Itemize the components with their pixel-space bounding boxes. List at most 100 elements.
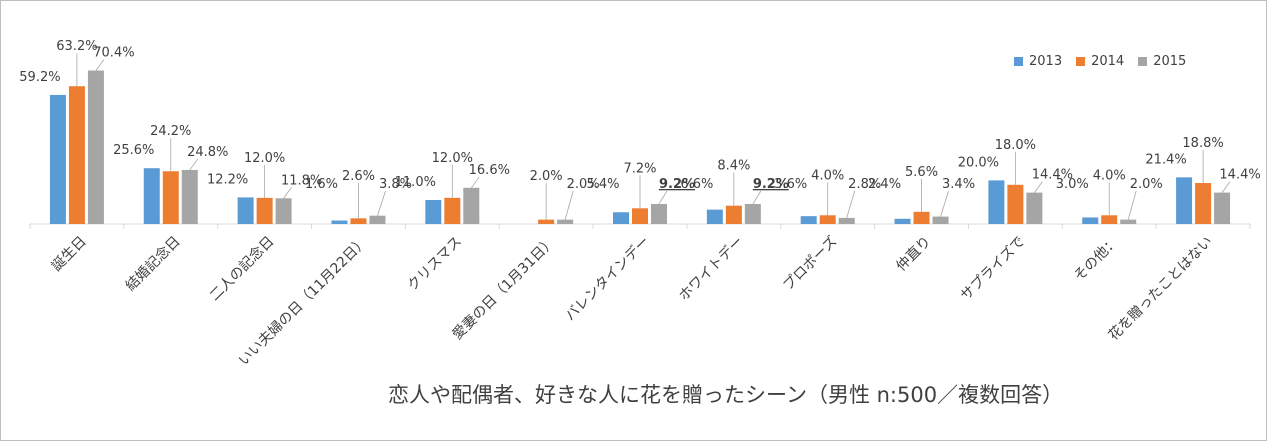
legend-item-2015: 2015 [1138, 54, 1186, 69]
legend: 2013 2014 2015 [1014, 54, 1186, 69]
data-label: 11.8% [281, 173, 322, 188]
data-label: 11.0% [395, 175, 436, 190]
leader-line [846, 190, 856, 219]
data-label: 21.4% [1145, 152, 1186, 167]
data-label: 7.2% [623, 161, 656, 176]
bar-2015-8 [838, 217, 855, 224]
category-label: その他： [1071, 234, 1122, 285]
legend-swatch-2013 [1014, 57, 1023, 66]
data-label: 3.8% [379, 177, 412, 192]
leader-line [564, 190, 574, 220]
bar-2013-4 [425, 200, 442, 224]
bar-2013-1 [143, 168, 160, 224]
data-label: 2.0% [530, 169, 563, 184]
data-label: 12.2% [207, 172, 248, 187]
leader-line [283, 187, 292, 199]
data-label: 3.4% [942, 177, 975, 192]
data-label: 1.6% [305, 177, 338, 192]
bar-2014-5 [538, 219, 555, 224]
data-label: 59.2% [19, 70, 60, 85]
bar-2013-12 [1176, 177, 1193, 224]
leader-line [1221, 181, 1231, 193]
bar-2014-0 [68, 86, 85, 224]
bar-2015-6 [651, 203, 667, 224]
leader-line [470, 176, 480, 189]
bar-2013-7 [706, 209, 723, 224]
category-label: 誕生日 [49, 234, 90, 275]
legend-item-2014: 2014 [1076, 54, 1124, 69]
category-label: 二人の記念日 [206, 233, 277, 304]
category-label: 仲直り [893, 233, 935, 275]
category-label: 結婚記念日 [122, 233, 184, 295]
bar-2013-11 [1082, 217, 1099, 224]
bar-2014-11 [1101, 215, 1118, 224]
bar-2015-9 [932, 216, 949, 224]
bar-2014-2 [256, 197, 273, 224]
bar-2014-7 [725, 205, 742, 224]
bar-2015-10 [1026, 192, 1043, 224]
data-label: 6.6% [680, 177, 713, 192]
bar-2014-9 [913, 211, 930, 224]
data-label: 9.2% [659, 177, 695, 192]
category-label: 愛妻の日（1月31日） [450, 234, 559, 343]
data-label: 3.6% [774, 177, 807, 192]
data-label: 12.0% [244, 151, 285, 166]
data-label: 9.2% [753, 177, 789, 192]
leader-line [189, 158, 199, 171]
data-label: 14.4% [1219, 168, 1260, 183]
chart-title: 恋人や配偶者、好きな人に花を贈ったシーン（男性 n:500／複数回答） [388, 383, 1064, 407]
bar-2014-1 [162, 171, 179, 224]
bar-2013-10 [988, 180, 1005, 224]
legend-item-2013: 2013 [1014, 54, 1062, 69]
bar-2013-2 [237, 197, 254, 224]
data-label: 70.4% [93, 46, 134, 61]
data-label: 14.4% [1032, 168, 1073, 183]
data-label: 12.0% [432, 151, 473, 166]
bar-2014-10 [1007, 184, 1024, 224]
bar-2015-5 [557, 219, 574, 224]
data-label: 24.8% [187, 145, 228, 160]
bar-2015-1 [181, 169, 198, 224]
bar-2014-8 [819, 215, 836, 224]
bar-2014-4 [444, 197, 461, 224]
legend-swatch-2014 [1076, 57, 1086, 66]
bar-2014-6 [632, 208, 648, 224]
category-label: 花を贈ったことはない [1106, 234, 1216, 344]
bar-2015-3 [369, 215, 386, 224]
bar-2015-7 [744, 203, 761, 224]
data-label: 20.0% [958, 155, 999, 170]
data-label: 4.0% [811, 168, 844, 183]
bar-2015-0 [87, 70, 104, 224]
data-label: 3.0% [1056, 177, 1089, 192]
bar-2015-2 [275, 198, 292, 224]
data-label: 8.4% [717, 159, 750, 174]
data-label: 16.6% [469, 163, 510, 178]
data-label: 24.2% [150, 124, 191, 139]
leader-line [940, 190, 949, 217]
bar-2014-12 [1195, 183, 1212, 224]
data-label: 2.0% [567, 177, 600, 192]
data-label: 2.0% [1130, 177, 1163, 192]
category-label: サプライズで [958, 234, 1028, 304]
data-label: 63.2% [56, 39, 97, 54]
leader-line [658, 190, 668, 205]
data-label: 2.6% [342, 169, 375, 184]
data-label: 4.0% [1093, 168, 1126, 183]
data-label: 5.4% [586, 177, 619, 192]
leader-line [1127, 190, 1137, 220]
bar-2015-11 [1120, 219, 1137, 224]
data-label: 25.6% [113, 143, 154, 158]
leader-line [95, 59, 105, 71]
data-label: 2.8% [848, 177, 881, 192]
data-label: 5.6% [905, 165, 938, 180]
bar-2013-0 [49, 94, 66, 224]
category-label: バレンタインデー [562, 233, 653, 324]
bar-2015-4 [463, 187, 480, 224]
category-label: クリスマス [405, 234, 466, 295]
category-label: プロポーズ [780, 234, 840, 294]
leader-line [1034, 181, 1043, 193]
category-label: ホワイトデー [675, 233, 746, 304]
legend-label-2015: 2015 [1153, 54, 1187, 69]
bar-2013-9 [894, 218, 911, 224]
